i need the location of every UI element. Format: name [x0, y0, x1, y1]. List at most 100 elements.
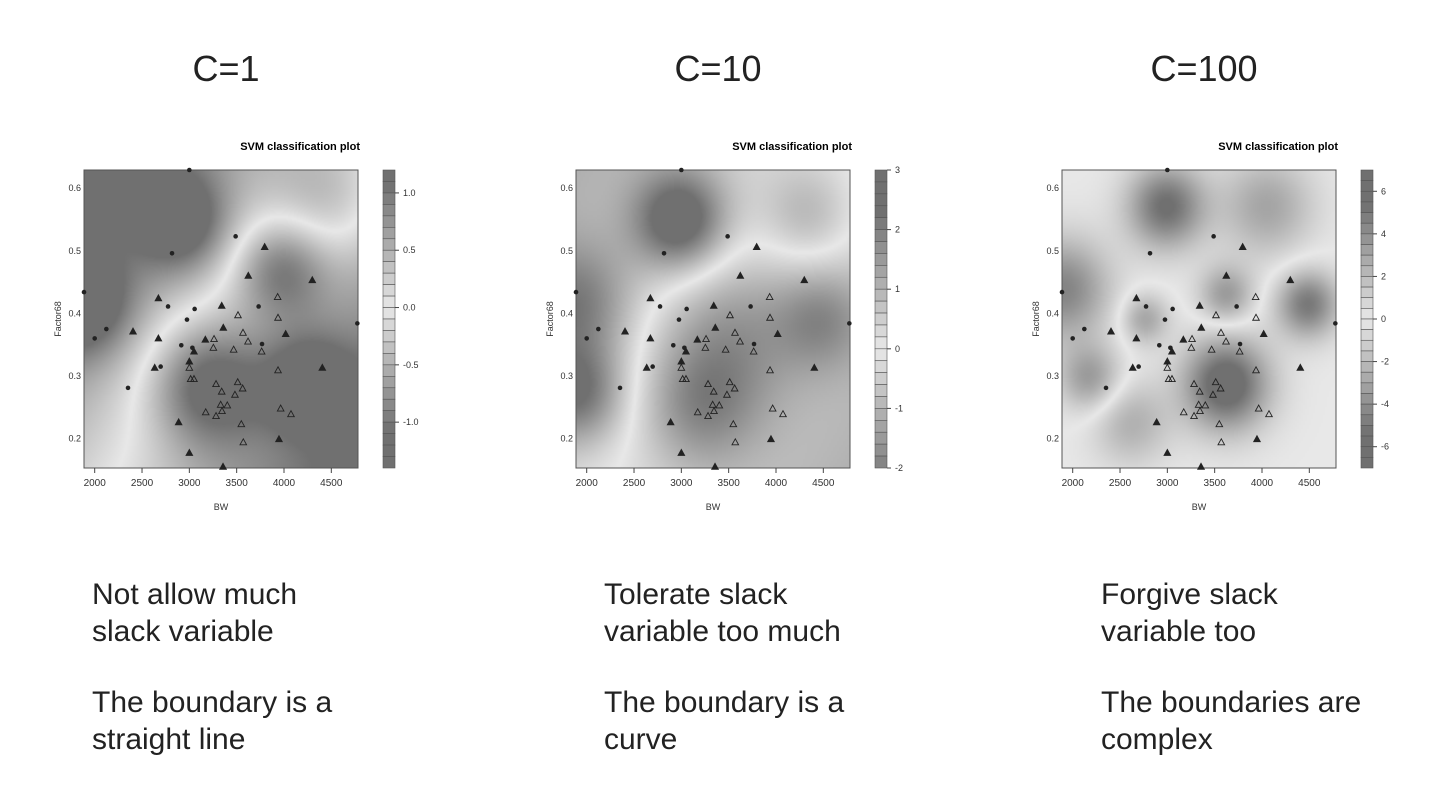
data-point-circle — [125, 385, 131, 391]
data-point-triangle-open — [1254, 404, 1263, 412]
data-point-circle — [657, 304, 663, 309]
data-point-triangle-open — [201, 407, 210, 416]
colorbar-level — [874, 300, 888, 314]
x-tick-label: 4000 — [1251, 478, 1274, 489]
data-point-triangle-filled — [185, 357, 194, 365]
colorbar-level — [382, 353, 396, 366]
data-point-triangle-open — [730, 328, 740, 336]
data-point-triangle-filled — [773, 329, 782, 337]
colorbar-level — [382, 376, 396, 389]
colorbar-level — [382, 192, 396, 205]
data-point-triangle-filled — [709, 301, 718, 309]
colorbar-tick-label: 0 — [1381, 314, 1386, 324]
data-point-circle — [1211, 234, 1216, 239]
data-point-triangle-open — [1211, 377, 1220, 386]
y-tick-label: 0.2 — [68, 434, 81, 444]
data-point-triangle-open — [693, 407, 702, 416]
colorbar-level — [874, 420, 888, 433]
data-point-triangle-open — [257, 347, 266, 355]
data-point-circle — [1136, 364, 1141, 369]
y-tick-label: 0.5 — [1046, 246, 1059, 256]
caption-line: The boundary is a — [604, 686, 845, 719]
data-point-triangle-open — [1251, 365, 1261, 374]
data-point-circle — [1165, 167, 1170, 173]
x-tick-label: 4500 — [320, 478, 343, 489]
data-point-triangle-open — [677, 363, 686, 371]
y-tick-label: 0.3 — [560, 371, 573, 381]
data-point-triangle-open — [217, 387, 226, 395]
colorbar-level — [1360, 265, 1374, 277]
data-point-triangle-filled — [1163, 357, 1172, 365]
data-point-circle — [1143, 304, 1149, 309]
data-point-triangle-open — [237, 419, 246, 428]
data-point-circle — [1234, 304, 1239, 309]
data-point-circle — [584, 336, 589, 341]
colorbar-level — [1360, 425, 1374, 437]
data-point-triangle-open — [1211, 310, 1221, 319]
data-point-triangle-filled — [185, 448, 194, 456]
colorbar-level — [874, 217, 888, 230]
data-point-triangle-open — [229, 345, 238, 353]
decision-surface — [1062, 170, 1336, 468]
colorbar-level — [1360, 457, 1374, 469]
colorbar-level — [1360, 212, 1374, 224]
data-point-triangle-filled — [318, 363, 327, 371]
y-tick-label: 0.6 — [560, 183, 573, 193]
colorbar-tick-label: 0.0 — [403, 303, 416, 313]
data-point-triangle-open — [778, 409, 788, 418]
data-point-triangle-open — [217, 406, 227, 414]
colorbar-level — [1360, 180, 1374, 192]
colorbar-level — [874, 241, 888, 254]
data-point-circle — [256, 304, 261, 309]
data-point-triangle-filled — [711, 323, 720, 331]
colorbar-level — [874, 193, 888, 207]
data-point-triangle-filled — [810, 363, 819, 371]
y-axis-label: Factor68 — [53, 301, 63, 337]
heading-c1: C=1 — [192, 48, 260, 89]
colorbar-level — [1360, 286, 1374, 299]
data-point-triangle-open — [1179, 407, 1188, 416]
colorbar-level — [382, 284, 396, 297]
colorbar-level — [382, 307, 396, 320]
colorbar-level — [874, 372, 888, 385]
data-point-circle — [617, 385, 623, 391]
colorbar-level — [874, 288, 888, 302]
data-point-triangle-open — [709, 387, 718, 395]
data-point-triangle-open — [725, 310, 735, 319]
x-tick-label: 2000 — [1062, 478, 1085, 489]
data-point-triangle-filled — [1286, 275, 1295, 284]
data-point-triangle-open — [701, 334, 711, 342]
colorbar-level — [874, 324, 888, 338]
colorbar-level — [874, 276, 888, 290]
colorbar-level — [382, 341, 396, 354]
chart-title: SVM classification plot — [240, 141, 360, 153]
colorbar-level — [1360, 414, 1374, 426]
data-point-triangle-open — [765, 313, 775, 321]
y-tick-label: 0.4 — [68, 308, 81, 318]
x-tick-label: 4000 — [273, 478, 296, 489]
data-point-triangle-filled — [710, 462, 720, 470]
data-point-triangle-open — [273, 313, 283, 321]
colorbar-level — [1360, 361, 1374, 373]
data-point-circle — [259, 341, 265, 347]
data-point-triangle-open — [729, 419, 738, 428]
caption-c10-boundary: The boundary is a curve — [604, 684, 844, 758]
data-point-circle — [158, 364, 163, 369]
x-axis-label: BW — [706, 502, 721, 512]
colorbar-level — [1360, 244, 1374, 256]
data-point-triangle-filled — [217, 301, 226, 309]
data-point-triangle-open — [1194, 400, 1203, 408]
data-point-triangle-open — [708, 400, 717, 408]
data-point-circle — [679, 167, 684, 173]
data-point-triangle-open — [1221, 337, 1231, 345]
colorbar-tick-label: 1.0 — [403, 188, 416, 198]
data-point-triangle-open — [243, 337, 253, 345]
data-point-circle — [1162, 317, 1168, 322]
data-point-circle — [169, 250, 175, 256]
data-point-circle — [596, 326, 601, 332]
data-point-triangle-open — [1195, 406, 1205, 414]
data-point-triangle-filled — [1132, 293, 1141, 302]
data-point-triangle-open — [703, 411, 713, 419]
data-point-triangle-filled — [800, 275, 809, 284]
colorbar-level — [874, 229, 888, 242]
